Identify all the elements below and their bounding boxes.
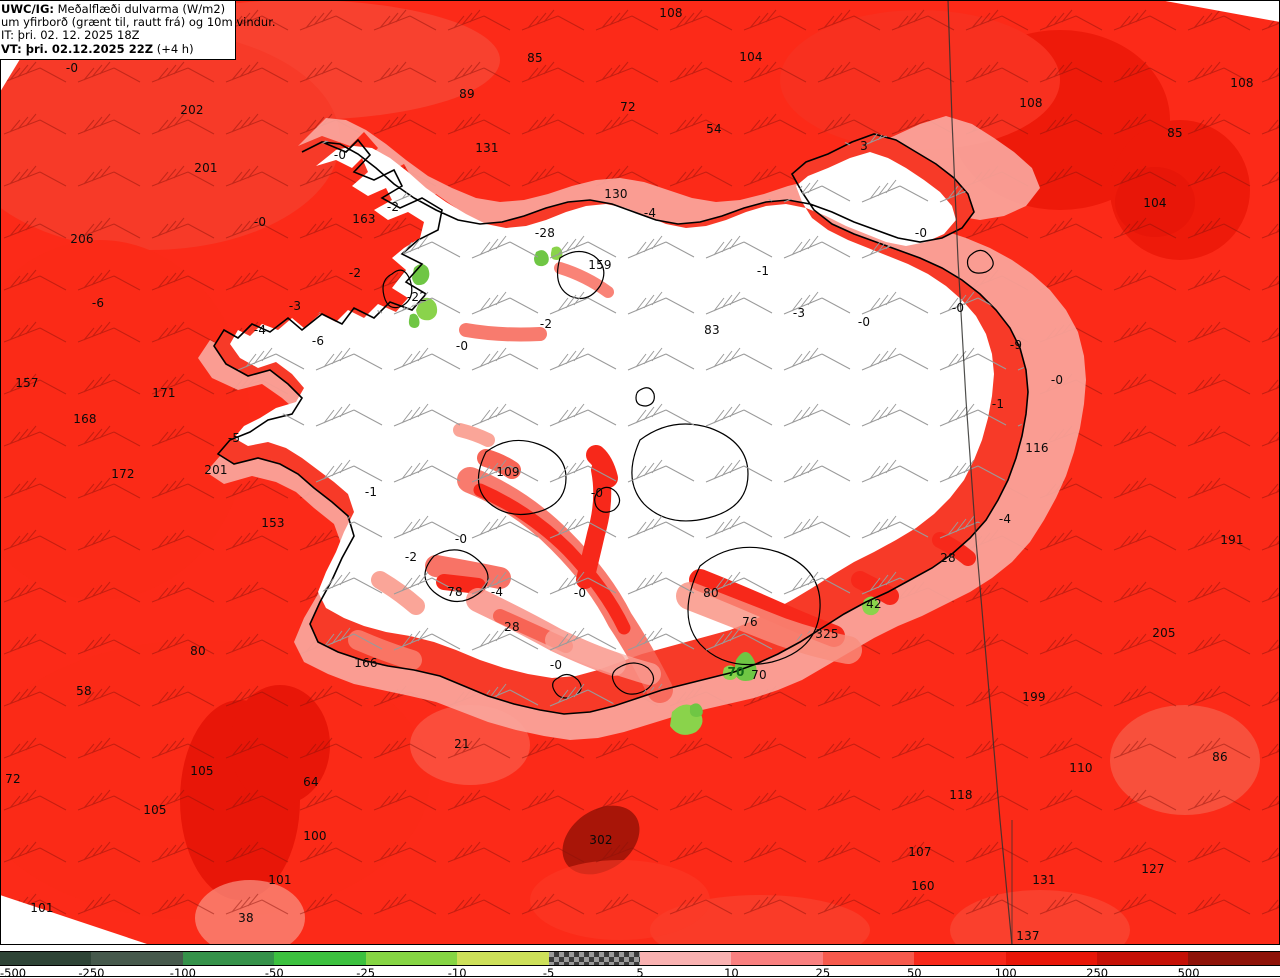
colorbar-tick: -500	[0, 966, 27, 978]
meridian-line	[947, 0, 1013, 945]
colorbar-tick: 50	[906, 966, 922, 978]
colorbar-band-10	[914, 952, 1006, 965]
legend-line-valid-time: VT: þri. 02.12.2025 22Z (+4 h)	[1, 41, 232, 56]
projection-corner-top-right	[1160, 0, 1280, 22]
colorbar-band-8	[731, 952, 823, 965]
colorbar-tick: -250	[78, 966, 105, 978]
colorbar-tick: -50	[264, 966, 284, 978]
colorbar-tick: -5	[542, 966, 555, 978]
valid-time-label: VT: þri. 02.12.2025 22Z	[1, 41, 154, 56]
colorbar-band-9	[822, 952, 915, 965]
colorbar-tick: 500	[1177, 966, 1200, 978]
colorbar-band-7	[639, 952, 732, 965]
colorbar-baseline	[0, 976, 1280, 977]
colorbar-tick: 25	[815, 966, 831, 978]
colorbar-band-3	[274, 952, 366, 965]
colorbar-band-5	[457, 952, 549, 965]
colorbar-tick-labels: -500 -250 -100 -50 -25 -10 -5 5 10 25 50 100 250 500	[0, 966, 1280, 978]
legend-line-description: um yfirborð (grænt til, rautt frá) og 10…	[1, 15, 276, 30]
colorbar-tick: 5	[636, 966, 644, 978]
colorbar-tick: 250	[1086, 966, 1109, 978]
colorbar-band-0	[0, 952, 92, 965]
colorbar-tick: -25	[356, 966, 376, 978]
map-canvas[interactable]: 108 -0 85 104 108 108 89 72 202 85 131 3 -0 201 130 104…	[0, 0, 1280, 945]
colorbar-tick: 100	[994, 966, 1017, 978]
colorbar-band-11	[1005, 952, 1098, 965]
lead-time-label: (+4 h)	[153, 41, 194, 56]
colorbar-band-6	[548, 952, 640, 965]
legend-line-init-time: IT: þri. 02. 12. 2025 18Z	[1, 28, 140, 43]
model-label: UWC/IG:	[1, 2, 54, 16]
colorbar-strip	[0, 951, 1280, 966]
colorbar-band-12	[1097, 952, 1189, 965]
colorbar-tick: 10	[724, 966, 739, 978]
colorbar-band-2	[182, 952, 275, 965]
colorbar-band-4	[365, 952, 458, 965]
colorbar: -500 -250 -100 -50 -25 -10 -5 5 10 25 50 100 250 500	[0, 945, 1280, 978]
colorbar-band-1	[91, 952, 183, 965]
map-info-legend: UWC/IG: Meðalflæði dulvarma (W/m2) um yf…	[0, 0, 276, 60]
legend-line-variable: UWC/IG: Meðalflæði dulvarma (W/m2)	[1, 2, 232, 16]
colorbar-band-13	[1188, 952, 1280, 965]
colorbar-tick: -10	[447, 966, 467, 978]
map-graphic	[0, 0, 1280, 945]
variable-label: Meðalflæði dulvarma (W/m2)	[53, 2, 226, 16]
colorbar-tick: -100	[169, 966, 196, 978]
